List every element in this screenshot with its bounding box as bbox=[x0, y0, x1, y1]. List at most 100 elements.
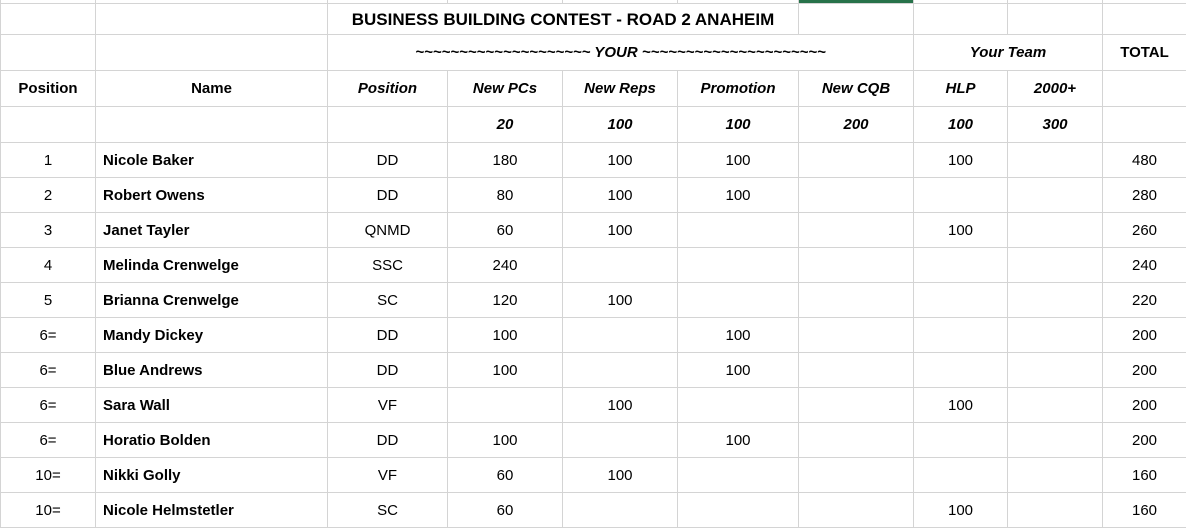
cell-total[interactable]: 220 bbox=[1103, 283, 1186, 318]
cell-new-cqb[interactable] bbox=[799, 318, 914, 353]
cell-title[interactable]: DD bbox=[328, 143, 448, 178]
cell-name[interactable]: Nicole Baker bbox=[96, 143, 328, 178]
cell-hlp[interactable] bbox=[914, 458, 1008, 493]
cell-plus2000[interactable] bbox=[1008, 283, 1103, 318]
cell-promotion[interactable] bbox=[678, 388, 799, 423]
empty-cell[interactable] bbox=[96, 4, 328, 35]
points-hlp[interactable]: 100 bbox=[914, 107, 1008, 143]
points-new-pcs[interactable]: 20 bbox=[448, 107, 563, 143]
cell-rank[interactable]: 2 bbox=[0, 178, 96, 213]
points-promotion[interactable]: 100 bbox=[678, 107, 799, 143]
cell-new-pcs[interactable]: 60 bbox=[448, 493, 563, 528]
empty-cell[interactable] bbox=[0, 35, 96, 71]
cell-name[interactable]: Robert Owens bbox=[96, 178, 328, 213]
cell-title[interactable]: QNMD bbox=[328, 213, 448, 248]
empty-cell[interactable] bbox=[1008, 4, 1103, 35]
cell-total[interactable]: 200 bbox=[1103, 318, 1186, 353]
cell-new-reps[interactable] bbox=[563, 248, 678, 283]
cell-promotion[interactable]: 100 bbox=[678, 178, 799, 213]
cell-title[interactable]: SSC bbox=[328, 248, 448, 283]
cell-name[interactable]: Brianna Crenwelge bbox=[96, 283, 328, 318]
empty-cell[interactable] bbox=[799, 4, 914, 35]
cell-total[interactable]: 200 bbox=[1103, 423, 1186, 458]
cell-hlp[interactable] bbox=[914, 283, 1008, 318]
cell-promotion[interactable]: 100 bbox=[678, 143, 799, 178]
cell-new-reps[interactable]: 100 bbox=[563, 458, 678, 493]
empty-cell[interactable] bbox=[0, 4, 96, 35]
empty-cell[interactable] bbox=[1103, 4, 1186, 35]
cell-name[interactable]: Melinda Crenwelge bbox=[96, 248, 328, 283]
cell-total[interactable]: 160 bbox=[1103, 458, 1186, 493]
cell-new-pcs[interactable]: 100 bbox=[448, 353, 563, 388]
cell-new-cqb[interactable] bbox=[799, 143, 914, 178]
points-cell[interactable] bbox=[1103, 107, 1186, 143]
cell-total[interactable]: 260 bbox=[1103, 213, 1186, 248]
cell-hlp[interactable] bbox=[914, 423, 1008, 458]
cell-new-reps[interactable]: 100 bbox=[563, 283, 678, 318]
cell-new-pcs[interactable]: 60 bbox=[448, 213, 563, 248]
cell-new-cqb[interactable] bbox=[799, 388, 914, 423]
cell-new-reps[interactable]: 100 bbox=[563, 388, 678, 423]
cell-new-pcs[interactable] bbox=[448, 388, 563, 423]
cell-new-reps[interactable]: 100 bbox=[563, 213, 678, 248]
cell-promotion[interactable] bbox=[678, 248, 799, 283]
cell-plus2000[interactable] bbox=[1008, 178, 1103, 213]
cell-rank[interactable]: 6= bbox=[0, 318, 96, 353]
cell-new-reps[interactable]: 100 bbox=[563, 178, 678, 213]
cell-plus2000[interactable] bbox=[1008, 248, 1103, 283]
cell-rank[interactable]: 1 bbox=[0, 143, 96, 178]
cell-new-pcs[interactable]: 100 bbox=[448, 318, 563, 353]
cell-new-pcs[interactable]: 180 bbox=[448, 143, 563, 178]
cell-new-reps[interactable] bbox=[563, 423, 678, 458]
cell-rank[interactable]: 6= bbox=[0, 423, 96, 458]
cell-new-cqb[interactable] bbox=[799, 213, 914, 248]
cell-new-cqb[interactable] bbox=[799, 283, 914, 318]
cell-total[interactable]: 160 bbox=[1103, 493, 1186, 528]
cell-total[interactable]: 480 bbox=[1103, 143, 1186, 178]
cell-rank[interactable]: 4 bbox=[0, 248, 96, 283]
sheet-title[interactable]: BUSINESS BUILDING CONTEST - ROAD 2 ANAHE… bbox=[328, 4, 799, 35]
empty-cell[interactable] bbox=[914, 4, 1008, 35]
cell-plus2000[interactable] bbox=[1008, 143, 1103, 178]
cell-title[interactable]: VF bbox=[328, 458, 448, 493]
cell-title[interactable]: SC bbox=[328, 493, 448, 528]
col-header-promotion[interactable]: Promotion bbox=[678, 71, 799, 107]
your-team-header[interactable]: Your Team bbox=[914, 35, 1103, 71]
cell-total[interactable]: 240 bbox=[1103, 248, 1186, 283]
cell-new-reps[interactable] bbox=[563, 353, 678, 388]
cell-new-reps[interactable] bbox=[563, 493, 678, 528]
cell-rank[interactable]: 5 bbox=[0, 283, 96, 318]
cell-new-pcs[interactable]: 80 bbox=[448, 178, 563, 213]
cell-hlp[interactable]: 100 bbox=[914, 143, 1008, 178]
col-header-hlp[interactable]: HLP bbox=[914, 71, 1008, 107]
cell-new-reps[interactable] bbox=[563, 318, 678, 353]
cell-hlp[interactable] bbox=[914, 318, 1008, 353]
cell-hlp[interactable]: 100 bbox=[914, 213, 1008, 248]
cell-new-pcs[interactable]: 240 bbox=[448, 248, 563, 283]
cell-promotion[interactable] bbox=[678, 458, 799, 493]
cell-plus2000[interactable] bbox=[1008, 493, 1103, 528]
cell-new-cqb[interactable] bbox=[799, 248, 914, 283]
cell-rank[interactable]: 6= bbox=[0, 388, 96, 423]
cell-total[interactable]: 200 bbox=[1103, 388, 1186, 423]
cell-new-pcs[interactable]: 60 bbox=[448, 458, 563, 493]
cell-rank[interactable]: 6= bbox=[0, 353, 96, 388]
cell-promotion[interactable] bbox=[678, 283, 799, 318]
cell-new-pcs[interactable]: 100 bbox=[448, 423, 563, 458]
cell-new-pcs[interactable]: 120 bbox=[448, 283, 563, 318]
cell-name[interactable]: Sara Wall bbox=[96, 388, 328, 423]
col-header-position[interactable]: Position bbox=[0, 71, 96, 107]
cell-new-cqb[interactable] bbox=[799, 458, 914, 493]
cell-new-reps[interactable]: 100 bbox=[563, 143, 678, 178]
cell-plus2000[interactable] bbox=[1008, 213, 1103, 248]
your-banner[interactable]: ~~~~~~~~~~~~~~~~~~~~ YOUR ~~~~~~~~~~~~~~… bbox=[328, 35, 914, 71]
cell-promotion[interactable]: 100 bbox=[678, 353, 799, 388]
cell-promotion[interactable] bbox=[678, 213, 799, 248]
cell-name[interactable]: Nikki Golly bbox=[96, 458, 328, 493]
col-header-name[interactable]: Name bbox=[96, 71, 328, 107]
cell-plus2000[interactable] bbox=[1008, 353, 1103, 388]
cell-new-cqb[interactable] bbox=[799, 423, 914, 458]
points-new-cqb[interactable]: 200 bbox=[799, 107, 914, 143]
points-2000-plus[interactable]: 300 bbox=[1008, 107, 1103, 143]
cell-total[interactable]: 280 bbox=[1103, 178, 1186, 213]
